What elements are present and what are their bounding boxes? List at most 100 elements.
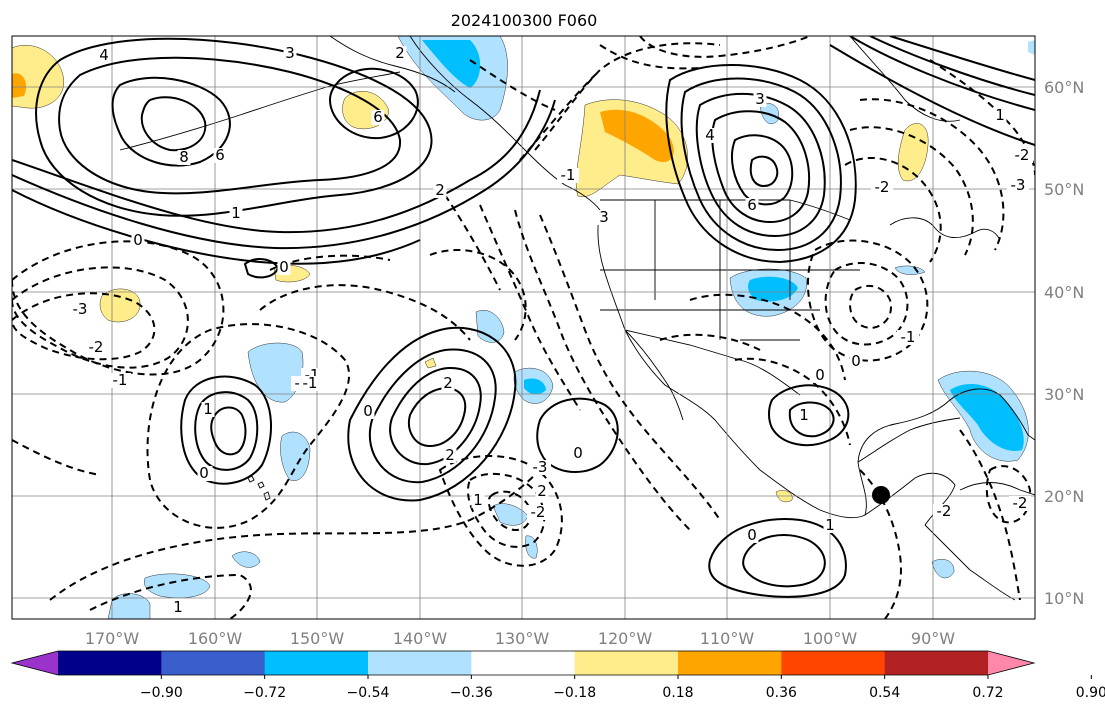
colorbar-tick-label: 0.90 [1076,685,1105,701]
contour-line [731,134,794,206]
contour-label-text: 1 [825,516,835,534]
contour-line [444,194,501,291]
contour-label-text: -1 [303,374,318,392]
contour-line [959,429,1021,601]
contour-line [259,284,471,341]
contour-label: 2 [535,482,549,500]
contour-label: -3 [529,458,551,476]
contour-line [639,36,811,58]
contour-line [146,323,351,529]
contour-label: 1 [823,516,837,534]
contour-label: 1 [229,204,243,222]
contour-line [536,397,619,473]
location-marker [872,486,890,504]
contour-label: 0 [361,402,375,420]
contour-line [140,96,207,152]
negative-shading-area [1028,40,1035,55]
colorbar-tick-label: −0.18 [553,685,596,701]
contour-line [848,284,892,330]
colorbar-tick-label: 0.36 [766,685,797,701]
cuba [959,482,1035,496]
negative-shading-area [422,40,481,88]
contour-label-text: 0 [815,366,825,384]
contour-label: 0 [745,526,759,544]
colorbar-segment [161,651,266,675]
contour-label: 0 [813,366,827,384]
contour-line [659,333,761,351]
contour-label: 4 [97,46,111,64]
contour-label: 1 [471,491,485,509]
contour-label-text: 0 [133,231,143,249]
positive-shading-area [12,73,27,98]
negative-shading-area [231,551,261,568]
north-america-coast [409,36,1035,519]
positive-shading-area [898,123,929,182]
contour-line [438,454,563,567]
contour-label-text: 6 [747,196,757,214]
contour-label-text: 1 [995,106,1005,124]
contour-label: 3 [283,44,297,62]
alaska-peninsula [119,71,401,151]
colorbar-segment [58,651,162,675]
contour-line [749,155,779,188]
contour-label: 2 [441,374,455,392]
latitude-labels: 60°N 50°N 40°N 30°N 20°N 10°N [1044,78,1084,608]
contour-label: -2 [85,338,107,356]
contour-label: -2 [871,178,893,196]
contour-line [12,240,225,376]
map-panel: 4 3 2 8 6 6 1 0 -3 -2 -1 -1 0 2 1 -2 1 0 0 -3 3 4 6 3 2 -1 1 -2 0 -2 0… [12,36,1035,619]
contour-label-text: 2 [395,44,405,62]
contour-label-text: 0 [573,444,583,462]
contour-label-text: 0 [199,464,209,482]
latitude-label: 60°N [1044,78,1084,97]
contour-label-text: -3 [533,458,548,476]
contour-label: 3 [753,90,767,108]
contour-label: 3 [597,208,611,226]
map-frame [11,35,1036,620]
contour-line [479,204,581,411]
contour-line [35,37,433,217]
contour-label: 1 [797,406,811,424]
contour-line [519,42,721,161]
longitude-label: 170°W [85,629,140,648]
contour-line [12,189,421,265]
contour-line [768,384,850,447]
longitude-labels: 170°W 160°W 150°W 140°W 130°W 120°W 110°… [85,629,955,648]
contour-line [466,472,546,548]
contour-label-text: -2 [937,502,952,520]
contour-label-text: 0 [747,526,757,544]
hudson-bay [849,36,961,122]
colorbar-segment [781,651,886,675]
contour-label-text: 6 [215,146,225,164]
colorbar-extend-max [988,651,1034,675]
contour-line [689,293,846,381]
contour-label-text: 1 [203,400,213,418]
contour-line [89,573,252,619]
negative-shading-area [931,559,955,579]
contour-line [408,386,467,448]
contour-label: -2 [527,503,549,521]
contour-label-text: 3 [285,44,295,62]
colorbar-segment [471,651,576,675]
longitude-label: 150°W [290,629,345,648]
contour-line [711,110,811,224]
colorbar-tick-label: −0.54 [347,685,390,701]
contour-label-text: -1 [561,166,576,184]
colorbar-segment [574,651,679,675]
contour-label: 8 [177,148,191,166]
negative-shading-area [524,378,546,395]
contour-label-text: 1 [173,598,183,616]
contour-label: -2 [933,502,955,520]
contour-line [49,469,541,601]
contour-label: 6 [371,108,385,126]
contour-line [889,36,1035,81]
contour-label-text: 2 [537,482,547,500]
colorbar-segment [368,651,472,675]
contour-line [849,126,974,256]
contour-line [487,490,532,532]
contour-label-text: 6 [373,108,383,126]
colorbar: −0.90 −0.72 −0.54 −0.36 −0.18 0.18 0.36 0.54 0.7… [10,650,1105,701]
contour-line [708,518,847,598]
contour-line [180,375,272,485]
